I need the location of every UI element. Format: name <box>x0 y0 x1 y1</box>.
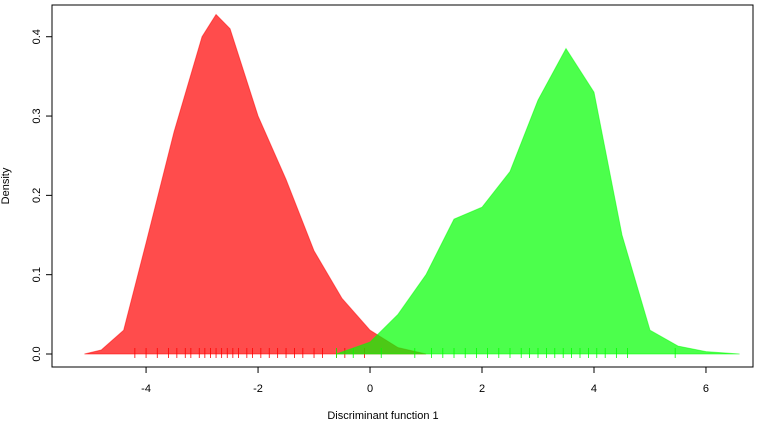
x-tick-label: 2 <box>479 383 485 395</box>
x-tick-label: 4 <box>591 383 597 395</box>
y-axis-label: Density <box>0 167 12 204</box>
y-tick-label: 0.3 <box>31 108 43 123</box>
y-tick-label: 0.2 <box>31 188 43 203</box>
y-tick-label: 0.1 <box>31 267 43 282</box>
x-axis-label: Discriminant function 1 <box>327 410 438 422</box>
density-area <box>84 13 427 355</box>
y-tick-label: 0.4 <box>31 29 43 44</box>
x-tick-label: -4 <box>141 383 151 395</box>
x-tick-label: -2 <box>253 383 263 395</box>
density-area <box>336 47 740 355</box>
x-tick-label: 6 <box>703 383 709 395</box>
x-tick-label: 0 <box>367 383 373 395</box>
y-tick-label: 0.0 <box>31 346 43 361</box>
